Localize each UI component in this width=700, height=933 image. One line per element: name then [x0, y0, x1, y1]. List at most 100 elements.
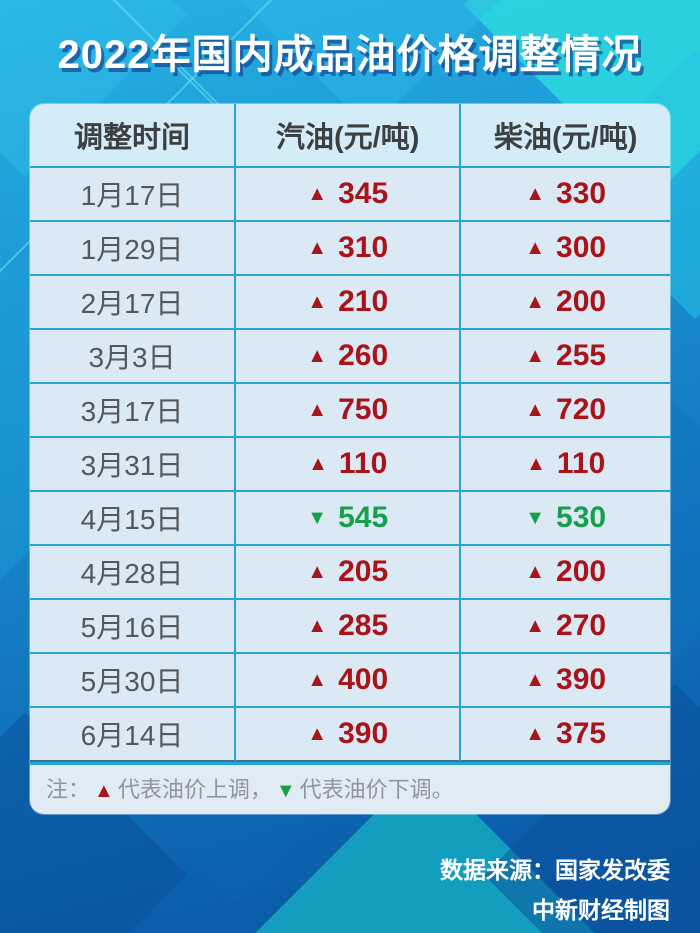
up-triangle-icon: ▲	[307, 345, 328, 367]
gasoline-value: 285	[338, 609, 389, 642]
date-cell: 3月31日	[30, 438, 237, 492]
diesel-change-cell: ▲ 200	[461, 276, 670, 330]
date-cell: 2月17日	[30, 276, 237, 330]
gasoline-value: 110	[338, 447, 388, 480]
down-triangle-icon: ▼	[525, 507, 546, 529]
up-triangle-icon: ▲	[525, 615, 546, 637]
diesel-value: 255	[556, 339, 607, 372]
diesel-change-cell: ▲ 300	[461, 222, 670, 276]
gasoline-change-cell: ▲ 345	[236, 168, 462, 222]
diesel-change-cell: ▲ 390	[461, 654, 670, 708]
down-triangle-icon: ▼	[307, 507, 328, 529]
date-cell: 1月29日	[30, 222, 237, 276]
footer: 数据来源：国家发改委 中新财经制图	[440, 850, 670, 930]
diesel-change-cell: ▲ 375	[461, 708, 670, 762]
diesel-value: 375	[556, 717, 607, 750]
gasoline-change-cell: ▲ 390	[236, 708, 462, 762]
table-row: 4月15日 ▼ 545 ▼ 530	[30, 492, 670, 546]
up-triangle-icon: ▲	[307, 561, 328, 583]
up-triangle-icon: ▲	[525, 723, 546, 745]
diesel-change-cell: ▲ 270	[461, 600, 670, 654]
date-cell: 6月14日	[30, 708, 237, 762]
table-row: 2月17日 ▲ 210 ▲ 200	[30, 276, 670, 330]
up-triangle-icon: ▲	[525, 183, 546, 205]
diesel-value: 300	[556, 231, 607, 264]
gasoline-value: 750	[338, 393, 389, 426]
up-triangle-icon: ▲	[526, 453, 546, 475]
diesel-change-cell: ▲ 200	[461, 546, 670, 600]
col-header-date: 调整时间	[30, 104, 237, 168]
date-cell: 3月3日	[30, 330, 237, 384]
gasoline-value: 310	[338, 231, 389, 264]
gasoline-change-cell: ▲ 285	[236, 600, 462, 654]
up-triangle-icon: ▲	[525, 561, 546, 583]
page-title: 2022年国内成品油价格调整情况	[57, 33, 643, 77]
diesel-value: 200	[556, 285, 607, 318]
table-row: 1月29日 ▲ 310 ▲ 300	[30, 222, 670, 276]
col-header-diesel: 柴油(元/吨)	[461, 104, 670, 168]
up-triangle-icon: ▲	[307, 183, 328, 205]
gasoline-value: 545	[338, 501, 389, 534]
diesel-value: 330	[556, 177, 607, 210]
diesel-change-cell: ▲ 255	[461, 330, 670, 384]
table-row: 6月14日 ▲ 390 ▲ 375	[30, 708, 670, 762]
up-triangle-icon: ▲	[307, 669, 328, 691]
diesel-value: 110	[556, 447, 606, 480]
col-header-gasoline: 汽油(元/吨)	[236, 104, 462, 168]
up-triangle-icon: ▲	[525, 291, 546, 313]
price-table: 调整时间 汽油(元/吨) 柴油(元/吨) 1月17日 ▲ 345 ▲ 330 1月29日 ▲…	[30, 104, 670, 814]
table-row: 3月31日 ▲ 110 ▲ 110	[30, 438, 670, 492]
gasoline-change-cell: ▲ 750	[236, 384, 462, 438]
note-down-text: 代表油价下调。	[299, 777, 454, 802]
up-triangle-icon: ▲	[525, 399, 546, 421]
credit: 中新财经制图	[532, 897, 670, 923]
table-row: 3月17日 ▲ 750 ▲ 720	[30, 384, 670, 438]
diesel-value: 390	[556, 663, 607, 696]
table-header-row: 调整时间 汽油(元/吨) 柴油(元/吨)	[30, 104, 670, 168]
diesel-value: 270	[556, 609, 607, 642]
date-cell: 5月16日	[30, 600, 237, 654]
up-triangle-icon: ▲	[307, 399, 328, 421]
down-triangle-icon: ▼	[275, 780, 296, 802]
diesel-change-cell: ▼ 530	[461, 492, 670, 546]
up-triangle-icon: ▲	[307, 723, 328, 745]
date-cell: 1月17日	[30, 168, 237, 222]
gasoline-change-cell: ▲ 205	[236, 546, 462, 600]
diesel-value: 530	[556, 501, 607, 534]
diesel-change-cell: ▲ 720	[461, 384, 670, 438]
price-table-body: 1月17日 ▲ 345 ▲ 330 1月29日 ▲ 310 ▲ 300 2月17日 ▲ 210 ▲ 200 3…	[30, 168, 670, 762]
diesel-value: 200	[556, 555, 607, 588]
gasoline-value: 210	[338, 285, 389, 318]
price-table-panel: 调整时间 汽油(元/吨) 柴油(元/吨) 1月17日 ▲ 345 ▲ 330 1月29日 ▲…	[30, 104, 670, 814]
gasoline-value: 390	[338, 717, 389, 750]
gasoline-change-cell: ▲ 400	[236, 654, 462, 708]
date-cell: 3月17日	[30, 384, 237, 438]
gasoline-change-cell: ▲ 110	[236, 438, 462, 492]
gasoline-change-cell: ▲ 210	[236, 276, 462, 330]
table-row: 5月30日 ▲ 400 ▲ 390	[30, 654, 670, 708]
up-triangle-icon: ▲	[525, 345, 546, 367]
diesel-change-cell: ▲ 330	[461, 168, 670, 222]
up-triangle-icon: ▲	[525, 237, 546, 259]
gasoline-change-cell: ▲ 310	[236, 222, 462, 276]
gasoline-value: 205	[338, 555, 389, 588]
note-prefix: 注：	[46, 777, 91, 802]
table-row: 4月28日 ▲ 205 ▲ 200	[30, 546, 670, 600]
table-row: 5月16日 ▲ 285 ▲ 270	[30, 600, 670, 654]
gasoline-change-cell: ▲ 260	[236, 330, 462, 384]
up-triangle-icon: ▲	[307, 291, 328, 313]
table-row: 1月17日 ▲ 345 ▲ 330	[30, 168, 670, 222]
legend-note: 注： ▲ 代表油价上调， ▼ 代表油价下调。	[30, 762, 670, 814]
date-cell: 5月30日	[30, 654, 237, 708]
diesel-value: 720	[556, 393, 607, 426]
gasoline-value: 345	[338, 177, 389, 210]
up-triangle-icon: ▲	[308, 453, 328, 475]
gasoline-change-cell: ▼ 545	[236, 492, 462, 546]
gasoline-value: 260	[338, 339, 389, 372]
up-triangle-icon: ▲	[307, 615, 328, 637]
up-triangle-icon: ▲	[94, 780, 114, 802]
note-up-text: 代表油价上调，	[117, 777, 272, 802]
data-source: 数据来源：国家发改委	[440, 857, 670, 883]
up-triangle-icon: ▲	[307, 237, 328, 259]
